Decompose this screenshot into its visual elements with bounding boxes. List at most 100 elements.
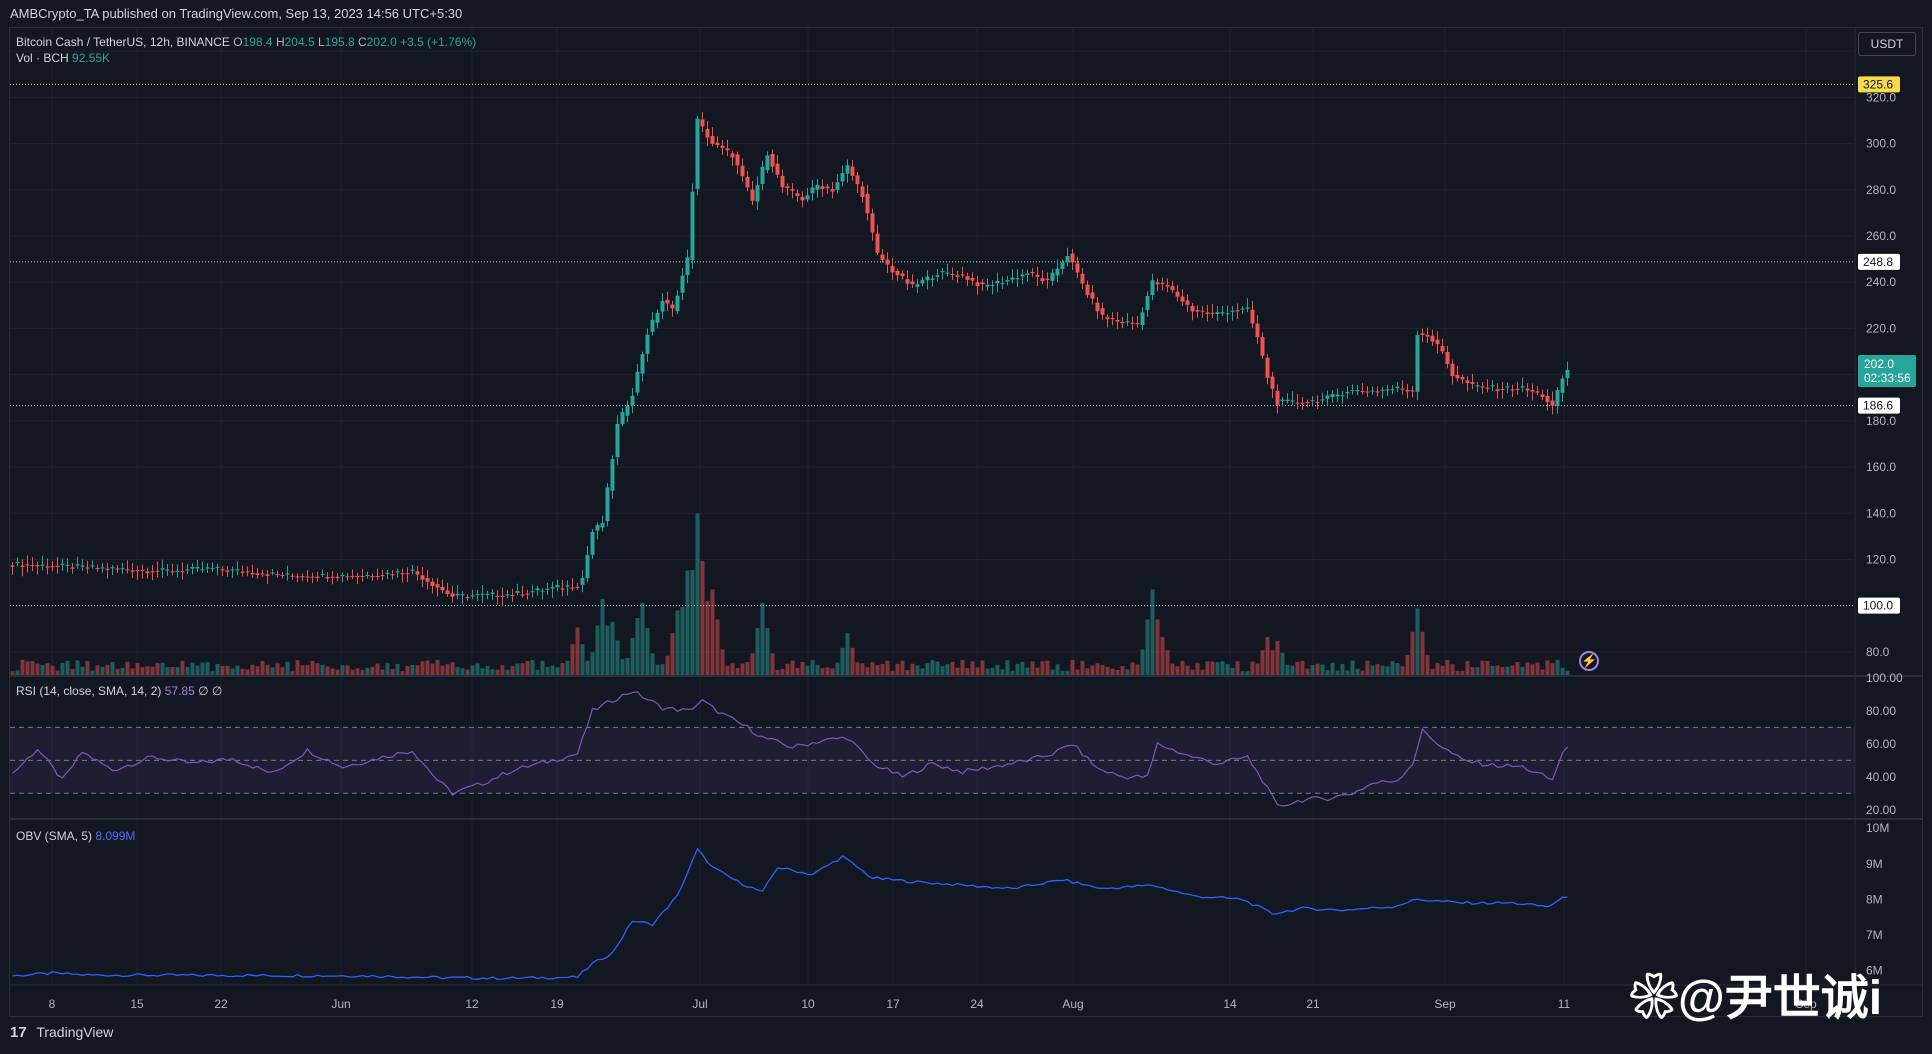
candle-body: [510, 594, 515, 596]
candle-body: [665, 299, 670, 304]
volume-bar: [75, 660, 80, 675]
volume-bar: [95, 665, 100, 675]
candle-body: [1335, 394, 1340, 397]
volume-bar: [915, 665, 920, 675]
level-tag: [1858, 397, 1900, 414]
candle-body: [320, 573, 325, 575]
candle-body: [620, 412, 625, 425]
candle-body: [1105, 317, 1110, 320]
volume-bar: [590, 652, 595, 675]
candle-body: [145, 571, 150, 574]
volume-bar: [545, 666, 550, 675]
volume-bar: [105, 664, 110, 675]
candle-body: [1285, 399, 1290, 402]
volume-bar: [660, 664, 665, 675]
candle-body: [1350, 390, 1355, 392]
candle-body: [1325, 395, 1330, 399]
volume-bar: [930, 660, 935, 675]
candle-body: [1365, 391, 1370, 393]
candle-body: [700, 119, 705, 127]
candle-body: [1275, 390, 1280, 405]
volume-bar: [135, 662, 140, 675]
candle-body: [160, 568, 165, 570]
candle-body: [1510, 389, 1515, 391]
volume-bar: [1315, 663, 1320, 675]
candle-body: [1100, 308, 1105, 315]
volume-bar: [670, 633, 675, 675]
time-tick-label: 19: [550, 997, 564, 1011]
candle-body: [390, 574, 395, 576]
candle-body: [215, 566, 220, 568]
volume-bar: [320, 664, 325, 675]
volume-bar: [155, 663, 160, 675]
candle-body: [1140, 312, 1145, 325]
candle-body: [1385, 389, 1390, 391]
rsi-tick-label: 80.00: [1866, 704, 1896, 718]
volume-bar: [525, 660, 530, 675]
rsi-tick-label: 60.00: [1866, 737, 1896, 751]
volume-bar: [820, 668, 825, 675]
time-tick-label: 24: [970, 997, 984, 1011]
volume-bar: [1280, 652, 1285, 675]
candle-body: [1065, 256, 1070, 263]
volume-bar: [1370, 665, 1375, 675]
candle-body: [1525, 388, 1530, 391]
volume-bar: [1360, 670, 1365, 675]
volume-bar: [1480, 660, 1485, 675]
currency-button[interactable]: USDT: [1858, 32, 1916, 56]
candle-body: [225, 570, 230, 572]
candle-body: [250, 572, 255, 575]
volume-bar: [1410, 631, 1415, 675]
candle-body: [50, 566, 55, 568]
candle-body: [470, 595, 475, 597]
publisher-line: AMBCrypto_TA published on TradingView.co…: [10, 6, 463, 21]
open-label: O: [233, 35, 243, 49]
volume-bar: [775, 670, 780, 675]
volume-bar: [1040, 661, 1045, 675]
volume-bar: [1435, 663, 1440, 675]
volume-bar: [35, 663, 40, 675]
volume-bar: [265, 664, 270, 675]
candle-body: [495, 595, 500, 597]
volume-bar: [815, 664, 820, 675]
candle-body: [1560, 378, 1565, 393]
candle-body: [325, 576, 330, 579]
volume-bar: [345, 665, 350, 675]
footer-brand: 17 TradingView: [10, 1024, 113, 1041]
volume-bar: [665, 655, 670, 675]
rsi-tick-label: 40.00: [1866, 770, 1896, 784]
volume-bar: [575, 627, 580, 675]
candle-body: [515, 591, 520, 593]
candle-body: [220, 569, 225, 571]
candle-body: [1040, 278, 1045, 282]
candle-body: [165, 569, 170, 571]
volume-bar: [990, 667, 995, 675]
candle-body: [1180, 296, 1185, 302]
candle-body: [1130, 322, 1135, 324]
candle-body: [905, 279, 910, 284]
candle-body: [25, 564, 30, 566]
candle-body: [40, 564, 45, 566]
volume-bar: [845, 633, 850, 675]
candle-body: [1205, 312, 1210, 314]
candle-body: [185, 569, 190, 571]
time-tick-label: 22: [214, 997, 228, 1011]
volume-bar: [955, 667, 960, 675]
candle-body: [1440, 346, 1445, 352]
candle-body: [65, 564, 70, 566]
volume-bar: [415, 665, 420, 675]
volume-bar: [550, 665, 555, 675]
candle-body: [685, 257, 690, 276]
candle-body: [1300, 402, 1305, 404]
candle-body: [60, 563, 65, 565]
candle-body: [170, 571, 175, 573]
candle-body: [970, 277, 975, 281]
candle-body: [870, 213, 875, 233]
flash-icon[interactable]: ⚡: [1579, 651, 1599, 671]
volume-bar: [500, 665, 505, 675]
level-tag: [1858, 76, 1900, 93]
candle-body: [155, 570, 160, 572]
candle-body: [1340, 395, 1345, 397]
candle-body: [435, 584, 440, 588]
